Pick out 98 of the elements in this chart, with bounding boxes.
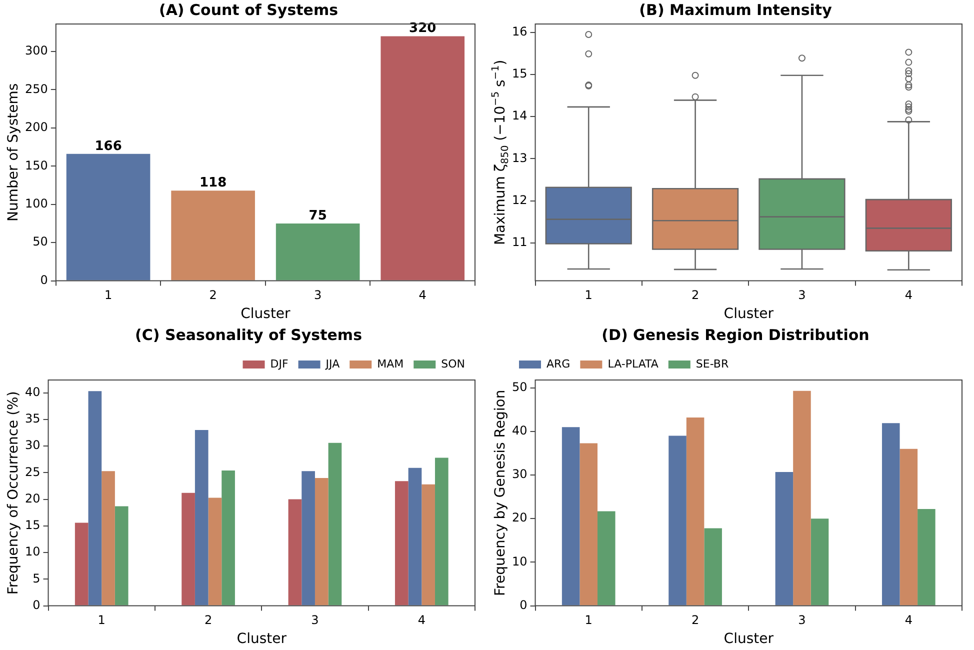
y-tick-label: 5 <box>32 571 40 586</box>
x-tick-label: 2 <box>209 288 217 302</box>
legend-label: SON <box>441 357 466 370</box>
y-tick-label: 11 <box>512 235 528 250</box>
y-tick-label: 0 <box>520 598 528 612</box>
y-tick-label: 50 <box>512 380 528 394</box>
x-axis-title: Cluster <box>724 306 774 322</box>
x-axis-title: Cluster <box>724 631 774 648</box>
legend-label: ARG <box>546 357 570 370</box>
x-tick-label: 2 <box>691 613 700 628</box>
y-axis-title: Frequency of Occurrence (%) <box>6 391 22 595</box>
data-label: 75 <box>308 208 327 224</box>
x-tick-label: 4 <box>418 613 426 628</box>
bar <box>171 190 255 280</box>
y-tick-label: 200 <box>25 120 48 134</box>
bar <box>434 458 448 606</box>
bar <box>704 528 722 606</box>
x-tick-label: 4 <box>904 613 912 628</box>
y-tick-label: 100 <box>25 196 48 210</box>
x-axis-title: Cluster <box>236 631 287 648</box>
bar <box>668 436 686 606</box>
y-tick-label: 35 <box>24 412 40 426</box>
bar <box>394 481 408 606</box>
y-tick-label: 0 <box>32 598 40 612</box>
y-tick-label: 20 <box>512 510 528 525</box>
bar <box>882 423 900 606</box>
bar <box>66 154 150 280</box>
y-tick-label: 15 <box>512 66 528 81</box>
x-tick-label: 2 <box>691 288 700 302</box>
bar <box>580 443 598 606</box>
chart-title: (C) Seasonality of Systems <box>135 326 362 344</box>
chart-title: (D) Genesis Region Distribution <box>602 326 870 344</box>
y-axis-title: Maximum ζ850 (−10−5 s−1) <box>490 60 511 246</box>
bar <box>222 470 235 606</box>
x-tick-label: 4 <box>904 288 912 302</box>
x-tick-label: 1 <box>584 613 592 628</box>
legend-label: JJA <box>324 357 340 370</box>
x-tick-label: 1 <box>584 288 592 302</box>
bar <box>194 430 208 606</box>
y-tick-label: 13 <box>512 150 528 165</box>
x-tick-label: 3 <box>314 288 322 302</box>
bar <box>302 471 315 606</box>
y-tick-label: 50 <box>32 234 48 249</box>
y-tick-label: 30 <box>24 438 40 452</box>
bar <box>793 390 811 606</box>
bar <box>422 484 435 606</box>
bar <box>408 468 422 606</box>
legend-label: SE-BR <box>696 357 729 370</box>
y-tick-label: 25 <box>24 464 40 479</box>
x-tick-label: 1 <box>98 613 106 628</box>
bar <box>314 478 328 606</box>
bar <box>102 471 115 606</box>
y-tick-label: 16 <box>512 24 528 39</box>
y-tick-label: 10 <box>24 544 40 559</box>
y-tick-label: 10 <box>512 554 528 568</box>
chart-title: (B) Maximum Intensity <box>639 0 832 19</box>
y-axis-title: Number of Systems <box>6 83 22 222</box>
legend-label: DJF <box>270 357 288 370</box>
x-tick-label: 4 <box>418 288 426 302</box>
bar <box>562 427 580 606</box>
y-tick-label: 150 <box>25 158 48 172</box>
bar <box>208 498 222 606</box>
bar <box>88 391 102 606</box>
bar <box>686 417 704 606</box>
data-label: 166 <box>94 138 122 154</box>
x-tick-label: 2 <box>204 613 212 628</box>
y-tick-label: 0 <box>40 272 48 287</box>
bar <box>918 509 936 606</box>
x-tick-label: 3 <box>798 288 806 302</box>
y-tick-label: 40 <box>512 424 528 438</box>
bar <box>598 511 616 606</box>
bar <box>74 522 88 606</box>
bar <box>288 499 302 606</box>
bar <box>114 506 128 606</box>
y-tick-label: 15 <box>24 518 40 532</box>
legend-label: LA-PLATA <box>608 357 659 370</box>
bar <box>328 442 342 606</box>
bar <box>182 492 195 606</box>
bar <box>380 36 465 280</box>
y-tick-label: 300 <box>25 44 48 58</box>
y-tick-label: 40 <box>24 384 40 399</box>
chart-title: (A) Count of Systems <box>158 0 338 19</box>
bar <box>276 223 360 280</box>
x-tick-label: 1 <box>104 288 112 302</box>
legend-label: MAM <box>377 357 404 370</box>
y-axis-title: Frequency by Genesis Region <box>492 390 509 596</box>
y-tick-label: 20 <box>24 491 40 506</box>
y-tick-label: 250 <box>25 82 48 96</box>
x-tick-label: 3 <box>798 613 806 628</box>
y-tick-label: 30 <box>512 467 528 482</box>
x-axis-title: Cluster <box>240 306 291 322</box>
y-tick-label: 14 <box>512 108 528 123</box>
bar <box>775 472 794 606</box>
bar <box>900 448 918 606</box>
bar <box>810 518 829 606</box>
data-label: 118 <box>199 175 227 190</box>
y-tick-label: 12 <box>512 192 528 207</box>
x-tick-label: 3 <box>311 613 319 628</box>
